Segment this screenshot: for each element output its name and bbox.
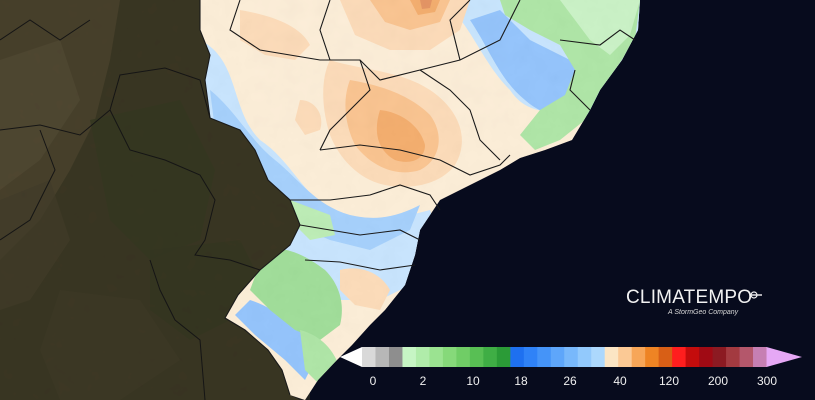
legend-swatch xyxy=(456,347,471,367)
legend-swatch xyxy=(537,347,552,367)
legend-tick: 10 xyxy=(466,374,480,388)
legend-swatch xyxy=(739,347,754,367)
legend-swatch xyxy=(618,347,633,367)
country-borders xyxy=(0,19,261,400)
legend-swatch xyxy=(726,347,741,367)
legend-swatch xyxy=(483,347,498,367)
state-borders xyxy=(199,0,636,396)
legend-left-arrow xyxy=(340,347,362,367)
logo-arrow-icon xyxy=(750,291,763,299)
legend-swatch xyxy=(591,347,606,367)
legend-swatch xyxy=(496,347,511,367)
legend-tick: 300 xyxy=(756,374,778,388)
legend-swatch xyxy=(577,347,592,367)
legend-tick: 18 xyxy=(514,374,528,388)
legend-swatch xyxy=(631,347,646,367)
legend-swatch xyxy=(699,347,714,367)
legend-swatch xyxy=(362,347,376,367)
legend-swatch xyxy=(672,347,687,367)
legend-right-arrow xyxy=(766,347,802,367)
inland-terrain xyxy=(0,0,310,400)
legend-swatch xyxy=(402,347,417,367)
legend-swatch xyxy=(753,347,768,367)
brand-name: CLIMATEMPO xyxy=(626,287,753,308)
legend-tick: 0 xyxy=(369,374,377,388)
legend-tick: 2 xyxy=(419,374,427,388)
legend-swatch xyxy=(564,347,579,367)
legend-swatch xyxy=(429,347,444,367)
legend-swatch xyxy=(388,347,403,367)
legend-swatch xyxy=(550,347,565,367)
climatempo-logo: CLIMATEMPO A StormGeo Company xyxy=(626,287,776,316)
legend-swatch xyxy=(645,347,660,367)
legend-tick: 200 xyxy=(707,374,729,388)
brand-tagline: A StormGeo Company xyxy=(668,309,739,316)
legend-swatch xyxy=(523,347,538,367)
precipitation-legend xyxy=(340,347,802,367)
legend-swatch xyxy=(469,347,484,367)
legend-tick: 40 xyxy=(613,374,627,388)
legend-swatch xyxy=(685,347,700,367)
legend-swatch xyxy=(442,347,457,367)
legend-swatch xyxy=(604,347,619,367)
legend-tick: 26 xyxy=(563,374,577,388)
legend-swatch xyxy=(415,347,430,367)
legend-tick: 120 xyxy=(658,374,680,388)
legend-swatch xyxy=(510,347,525,367)
legend-swatch xyxy=(712,347,727,367)
legend-swatch xyxy=(375,347,390,367)
legend-swatch xyxy=(658,347,673,367)
